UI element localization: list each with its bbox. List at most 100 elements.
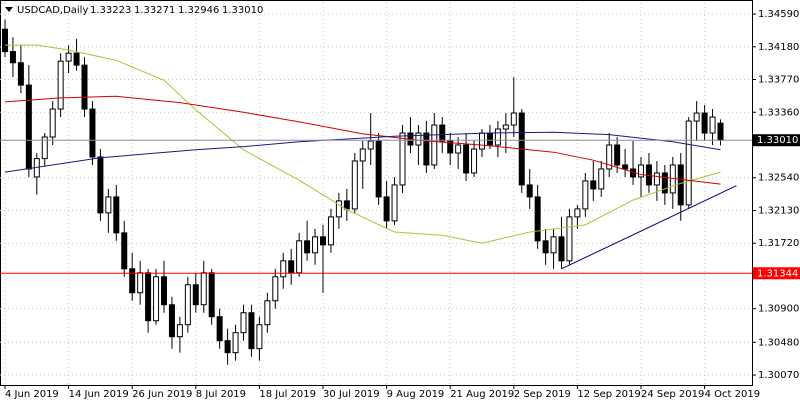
candle-body <box>542 240 549 254</box>
candle-body <box>129 268 136 294</box>
candle-body <box>73 52 80 66</box>
candle-body <box>343 200 350 210</box>
candle-body <box>153 276 160 322</box>
price-label: 1.33010 <box>757 135 798 146</box>
candle-body <box>471 148 478 174</box>
candle-body <box>566 216 573 262</box>
indicator-line <box>5 44 721 244</box>
candle-body <box>391 184 398 222</box>
price-label: 1.31344 <box>757 268 798 279</box>
candle-body <box>359 148 366 162</box>
candle-body <box>335 200 342 218</box>
candle-body <box>57 60 64 110</box>
candle-body <box>320 236 326 246</box>
x-tick-label: 24 Sep 2019 <box>641 389 704 400</box>
candle-body <box>606 144 613 170</box>
candle-body <box>232 332 239 354</box>
candle-body <box>65 52 72 62</box>
x-tick-label: 9 Aug 2019 <box>387 389 445 400</box>
candle-body <box>502 124 509 130</box>
candle-body <box>685 120 692 206</box>
candle-body <box>161 276 167 306</box>
candle-body <box>200 272 207 306</box>
candle-body <box>677 164 684 206</box>
candle-body <box>145 272 152 322</box>
y-tick-label: 1.30480 <box>758 337 799 348</box>
y-tick-label: 1.30070 <box>758 370 799 381</box>
candle-body <box>121 232 128 270</box>
candle-body <box>296 240 303 274</box>
candle-body <box>113 196 120 234</box>
candle-body <box>463 144 470 174</box>
candle-body <box>486 132 493 146</box>
x-tick-label: 12 Sep 2019 <box>577 389 640 400</box>
candle-body <box>288 260 295 274</box>
marks <box>0 19 752 365</box>
x-tick-label: 4 Jun 2019 <box>5 389 59 400</box>
axes: 1.34590 1.34180 1.33770 1.33360 1.32540 1.321… <box>4 9 800 400</box>
candle-body <box>590 180 597 190</box>
candle-body <box>494 128 501 146</box>
x-tick-label: 30 Jul 2019 <box>323 389 380 400</box>
candle-body <box>327 216 334 246</box>
candle-body <box>41 136 48 160</box>
y-tick-label: 1.32130 <box>758 205 799 216</box>
candle-body <box>558 236 565 262</box>
y-tick-label: 1.34180 <box>758 42 799 53</box>
header-high: 1.33271 <box>134 5 175 16</box>
y-tick-label: 1.34590 <box>758 9 799 20</box>
candle-body <box>240 312 247 334</box>
y-tick-label: 1.30900 <box>758 304 799 315</box>
candle-body <box>351 160 358 210</box>
candle-body <box>383 196 390 222</box>
candle-body <box>375 140 382 198</box>
candle-body <box>622 164 629 170</box>
candle-body <box>81 64 88 110</box>
x-tick-label: 4 Oct 2019 <box>705 389 760 400</box>
candle-body <box>137 272 144 294</box>
candle-body <box>224 340 231 354</box>
candle-body <box>105 196 112 214</box>
candle-body <box>598 168 605 190</box>
candle-body <box>176 324 183 338</box>
candle-body <box>455 144 462 154</box>
candle-body <box>89 108 96 158</box>
candle-body <box>661 172 668 194</box>
candle-body <box>709 116 716 134</box>
candle-body <box>280 260 287 278</box>
chart-title: USDCAD,Daily <box>17 5 88 16</box>
candle-body <box>582 180 589 210</box>
x-tick-label: 26 Jun 2019 <box>132 389 192 400</box>
candle-body <box>550 236 557 254</box>
candle-body <box>304 240 311 254</box>
candle-body <box>168 304 175 338</box>
indicator-line <box>561 185 737 270</box>
candle-body <box>49 108 56 138</box>
indicator-line <box>4 95 721 185</box>
price-label-box <box>753 134 800 147</box>
candle-body <box>256 324 263 350</box>
menu-arrow[interactable] <box>5 7 13 12</box>
header-close: 1.33010 <box>222 5 263 16</box>
candle-body <box>574 208 581 218</box>
x-tick-label: 21 Aug 2019 <box>450 389 514 400</box>
candle-body <box>9 51 16 64</box>
y-tick-label: 1.32540 <box>758 173 799 184</box>
candle-body <box>192 284 199 306</box>
candle-body <box>312 236 319 254</box>
y-tick-label: 1.33360 <box>758 107 799 118</box>
candle-body <box>264 300 271 326</box>
candle-body <box>25 84 32 170</box>
candle-body <box>216 316 223 342</box>
candle-body <box>97 156 104 214</box>
x-tick-label: 18 Jul 2019 <box>259 389 316 400</box>
x-tick-label: 14 Jun 2019 <box>69 389 129 400</box>
candle-body <box>367 140 374 150</box>
candle-body <box>2 28 8 53</box>
candle-body <box>399 132 406 186</box>
candle-body <box>208 272 215 318</box>
header-low: 1.32946 <box>178 5 219 16</box>
candle-body <box>479 132 485 150</box>
